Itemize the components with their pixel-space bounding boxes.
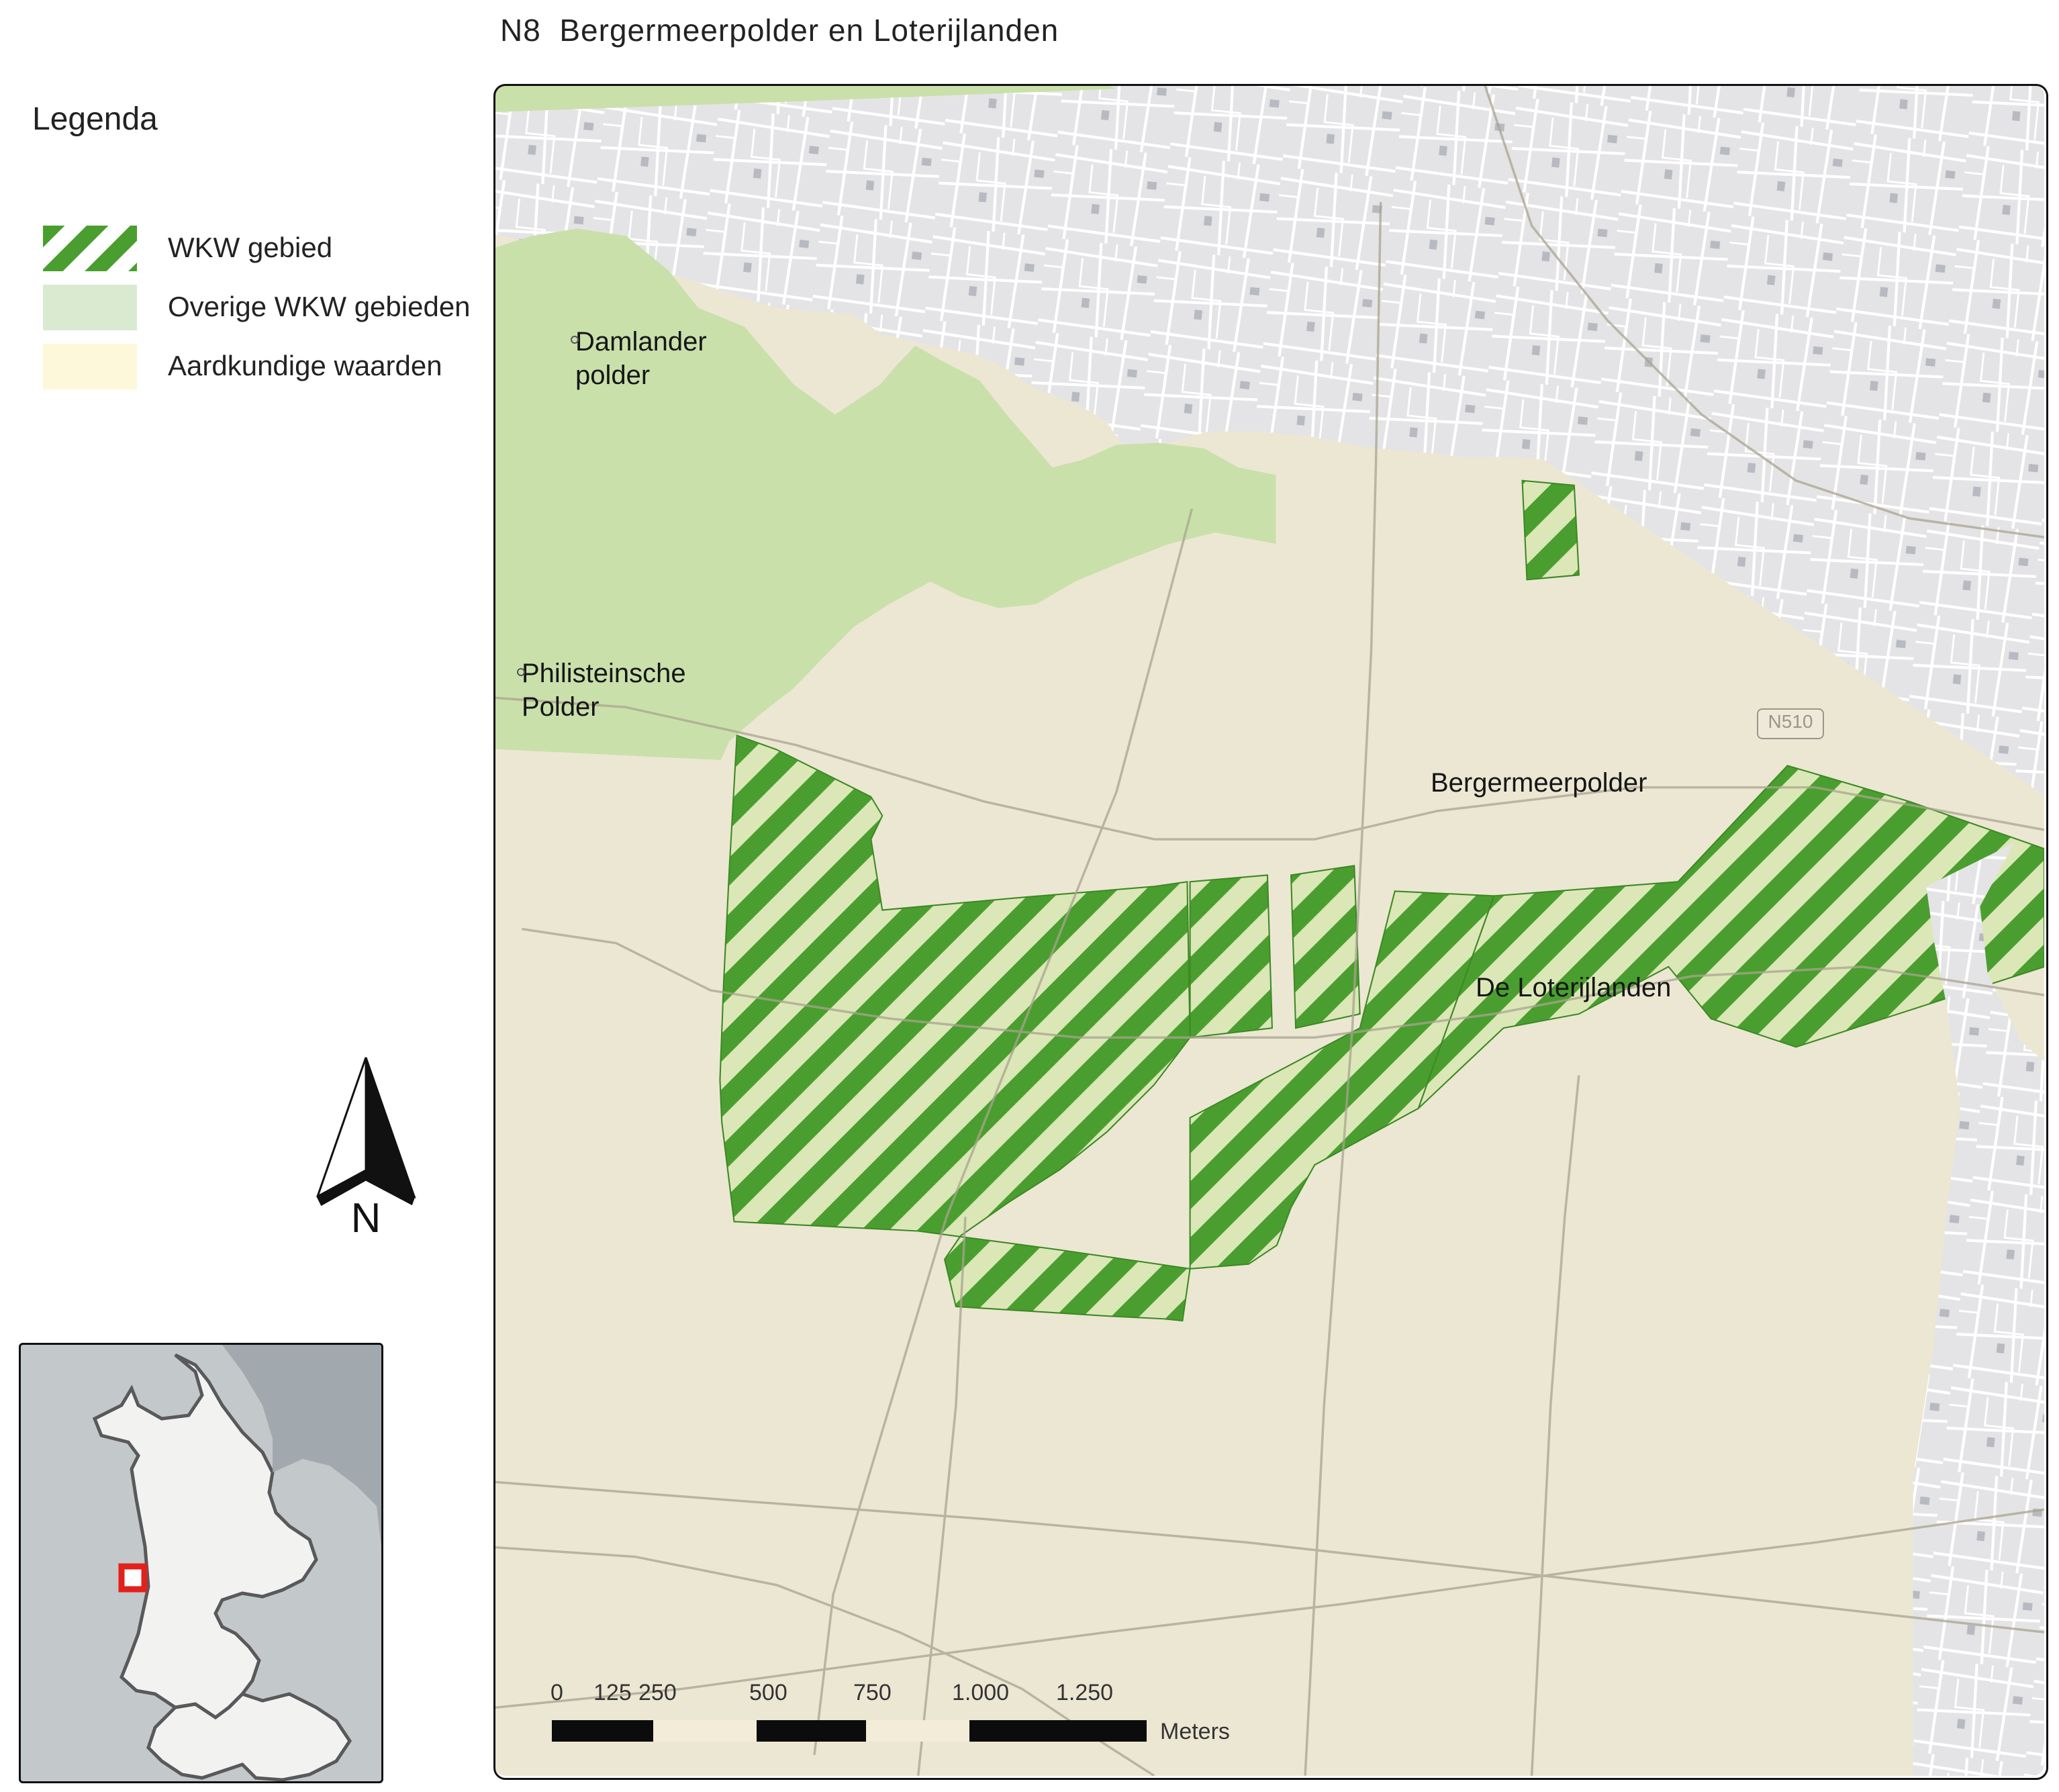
- svg-text:N: N: [351, 1195, 381, 1235]
